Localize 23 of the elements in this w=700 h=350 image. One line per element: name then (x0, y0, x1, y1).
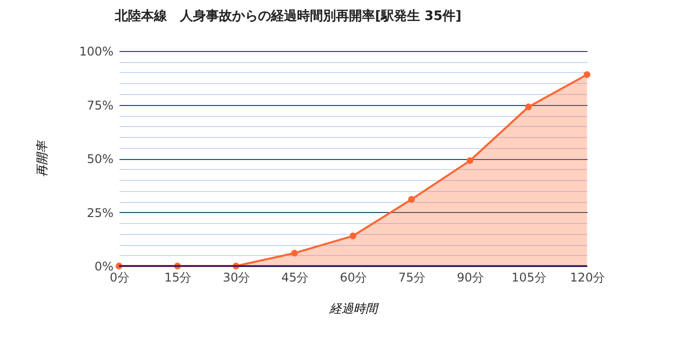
y-tick-label: 0% (94, 260, 114, 274)
x-tick-label: 0分 (110, 270, 130, 284)
chart-title: 北陸本線 人身事故からの経過時間別再開率[駅発生 35件] (114, 8, 462, 24)
x-axis-title: 経過時間 (328, 302, 380, 316)
y-tick-label: 50% (86, 152, 114, 166)
y-axis-title: 再開率 (35, 139, 50, 177)
point (291, 250, 298, 256)
point (525, 104, 532, 110)
point (408, 196, 415, 203)
x-tick-label: 90分 (456, 270, 484, 284)
x-tick-label: 105分 (512, 270, 546, 284)
point (584, 71, 590, 78)
y-tick-label: 25% (86, 206, 114, 220)
x-tick-label: 30分 (222, 270, 250, 284)
x-tick-label: 45分 (281, 270, 309, 284)
point (350, 232, 356, 240)
y-tick-label: 75% (86, 98, 114, 112)
x-tick-label: 75分 (398, 270, 426, 284)
x-tick-label: 120分 (570, 270, 605, 284)
x-tick-label: 60分 (340, 270, 368, 284)
x-tick-label: 15分 (164, 270, 192, 284)
y-tick-label: 100% (79, 44, 114, 58)
point (466, 157, 474, 164)
